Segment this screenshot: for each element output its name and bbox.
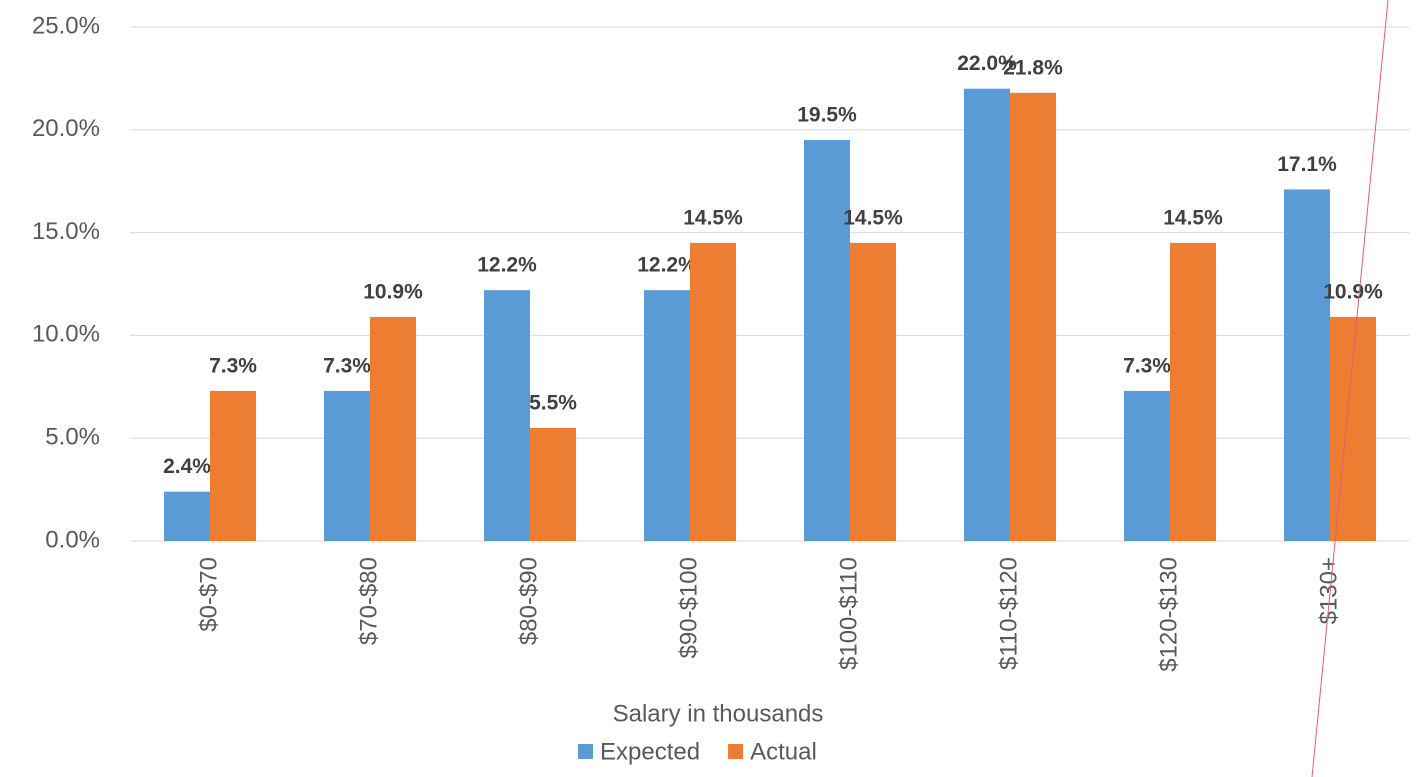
y-tick-label: 25.0%: [32, 12, 100, 39]
plot: 0.0% 5.0% 10.0% 15.0% 20.0% 25.0% $0-$70 2.4% 7.…: [32, 12, 1410, 765]
value-label: 17.1%: [1277, 153, 1337, 176]
y-tick-label: 0.0%: [45, 526, 100, 553]
bar: [1330, 316, 1376, 541]
value-label: 14.5%: [1163, 206, 1223, 229]
value-label: 5.5%: [529, 391, 577, 414]
x-tick-label: $80-$90: [515, 557, 542, 645]
value-label: 7.3%: [209, 354, 257, 377]
value-label: 22.0%: [957, 52, 1017, 75]
bar: [210, 390, 256, 541]
bar: [850, 242, 896, 541]
x-tick-label: $100-$110: [835, 557, 862, 670]
legend-label: Actual: [750, 738, 817, 765]
y-tick-label: 15.0%: [32, 218, 100, 245]
x-tick-label: $90-$100: [675, 557, 702, 658]
x-tick-label: $130+: [1315, 557, 1342, 624]
bar: [484, 290, 530, 541]
bar: [1170, 242, 1216, 541]
bar: [1284, 189, 1330, 541]
y-tick-label: 20.0%: [32, 115, 100, 142]
x-tick-label: $70-$80: [355, 557, 382, 645]
stray-line: [1311, 0, 1389, 777]
value-label: 12.2%: [477, 254, 537, 277]
value-label: 21.8%: [1003, 56, 1063, 79]
x-tick-label: $0-$70: [195, 557, 222, 632]
value-label: 10.9%: [1323, 280, 1383, 303]
x-tick-label: $120-$130: [1155, 557, 1182, 672]
bar: [690, 242, 736, 541]
legend-swatch: [728, 744, 744, 759]
x-tick-label: $110-$120: [995, 557, 1022, 670]
y-tick-label: 10.0%: [32, 321, 100, 348]
bar: [530, 427, 576, 541]
legend-label: Expected: [600, 738, 700, 765]
value-label: 14.5%: [843, 206, 903, 229]
x-axis-title: Salary in thousands: [613, 700, 824, 727]
value-label: 7.3%: [1123, 354, 1171, 377]
y-tick-label: 5.0%: [45, 424, 100, 451]
value-label: 12.2%: [637, 254, 697, 277]
value-label: 14.5%: [683, 206, 743, 229]
value-label: 19.5%: [797, 104, 857, 127]
legend-swatch: [578, 744, 593, 759]
value-label: 10.9%: [363, 280, 423, 303]
value-label: 2.4%: [163, 455, 211, 478]
value-label: 7.3%: [323, 354, 371, 377]
bar: [644, 290, 690, 541]
bar: [964, 88, 1010, 542]
bar: [164, 491, 210, 541]
bar: [324, 390, 370, 541]
bar: [804, 140, 850, 541]
bar: [1010, 92, 1056, 542]
bar: [1124, 390, 1170, 541]
bar: [370, 316, 416, 541]
